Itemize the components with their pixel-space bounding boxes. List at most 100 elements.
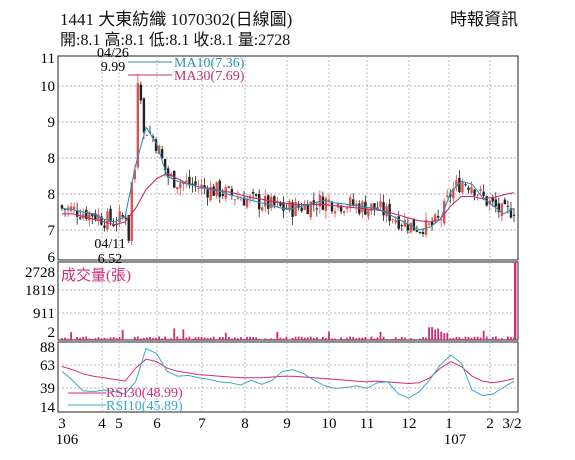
candle-body: [379, 201, 382, 208]
candle-body: [288, 201, 291, 211]
candle-body: [400, 225, 403, 227]
volume-bar: [82, 336, 85, 340]
candle-body: [300, 207, 303, 212]
volume-bar: [176, 336, 179, 340]
volume-bar: [218, 336, 221, 340]
candle-body: [352, 199, 355, 206]
volume-bar: [282, 338, 285, 340]
candle-body: [270, 196, 273, 209]
chart-title: 1441 大東紡織 1070302(日線圖): [60, 10, 293, 29]
volume-bar: [158, 336, 160, 340]
volume-bar: [124, 339, 127, 340]
high-date-label: 04/26: [97, 46, 129, 61]
candle-body: [382, 202, 385, 216]
candle-body: [75, 210, 79, 217]
volume-bar: [294, 336, 297, 340]
candle-body: [194, 181, 197, 186]
volume-panel-title: 成交量(張): [61, 266, 131, 284]
rsi30-line: [61, 358, 515, 385]
volume-bar: [331, 338, 333, 340]
candle-body: [112, 224, 115, 227]
volume-bar: [494, 336, 497, 340]
candle-body: [245, 198, 249, 208]
volume-bar: [67, 338, 69, 340]
volume-bar: [227, 336, 230, 340]
volume-bar: [491, 337, 494, 340]
volume-bar: [306, 337, 309, 340]
volume-bar: [109, 337, 112, 340]
volume-bar: [394, 337, 397, 340]
volume-bar: [412, 339, 415, 340]
volume-bar: [230, 338, 233, 340]
volume-bar: [488, 339, 491, 340]
volume-bar: [358, 337, 361, 340]
candle-body: [342, 211, 346, 213]
candle-body: [185, 180, 188, 183]
volume-bar: [215, 339, 218, 340]
volume-bar: [164, 336, 167, 340]
volume-bar: [443, 333, 446, 340]
price-y-tick: 10: [40, 79, 55, 95]
candle-body: [91, 213, 94, 217]
volume-bar: [349, 336, 352, 340]
candle-body: [191, 183, 194, 186]
volume-y-tick: 911: [33, 306, 55, 322]
candle-body: [424, 219, 428, 235]
candle-body: [72, 206, 76, 210]
volume-bar: [279, 337, 282, 340]
volume-bar: [64, 337, 66, 340]
candle-body: [124, 217, 127, 219]
candle-body: [512, 214, 516, 216]
volume-bar: [503, 339, 506, 340]
volume-bar: [100, 338, 103, 340]
volume-bar: [130, 339, 133, 340]
volume-bar: [194, 337, 197, 340]
candle-body: [282, 202, 285, 211]
candle-body: [294, 201, 297, 216]
volume-bar: [118, 336, 121, 340]
volume-bar: [285, 336, 288, 340]
volume-bar: [449, 338, 452, 340]
x-tick: 1: [445, 416, 453, 432]
candle-body: [473, 189, 476, 196]
candle-body: [373, 203, 376, 210]
volume-bar: [367, 339, 370, 340]
x-tick: 6: [153, 416, 161, 432]
volume-panel-frame: [57, 261, 519, 341]
volume-bar: [206, 338, 209, 340]
volume-bar: [325, 338, 327, 340]
x-tick: 3/2: [502, 416, 521, 432]
rsi-y-tick: 63: [40, 358, 55, 374]
volume-bar: [70, 332, 73, 340]
x-tick: 2: [486, 416, 494, 432]
volume-bar: [461, 338, 464, 340]
ma10-line: [61, 126, 515, 231]
x-tick: 7: [198, 416, 206, 432]
volume-bar: [91, 338, 94, 340]
volume-bar: [267, 339, 270, 340]
candle-body: [339, 205, 343, 212]
volume-bar: [224, 332, 227, 340]
volume-bar: [221, 336, 224, 340]
volume-bar: [106, 338, 109, 340]
candle-body: [163, 158, 167, 171]
volume-bar: [485, 336, 488, 340]
x-tick: 8: [241, 416, 249, 432]
rsi30-legend-label: RSI30(48.99): [106, 386, 183, 401]
candle-body: [291, 202, 294, 217]
volume-bar: [388, 339, 391, 340]
volume-bar: [467, 336, 470, 340]
volume-bar: [376, 337, 379, 340]
candle-body: [130, 182, 133, 242]
volume-bar: [127, 339, 130, 340]
volume-bar: [182, 329, 185, 340]
low-value-label: 6.52: [98, 252, 123, 267]
volume-bar: [203, 337, 206, 340]
price-y-tick: 11: [41, 51, 55, 67]
price-grid: [58, 56, 518, 260]
volume-bar: [425, 337, 427, 340]
volume-bar: [273, 338, 276, 340]
volume-bar: [385, 339, 388, 340]
candle-body: [109, 208, 112, 223]
